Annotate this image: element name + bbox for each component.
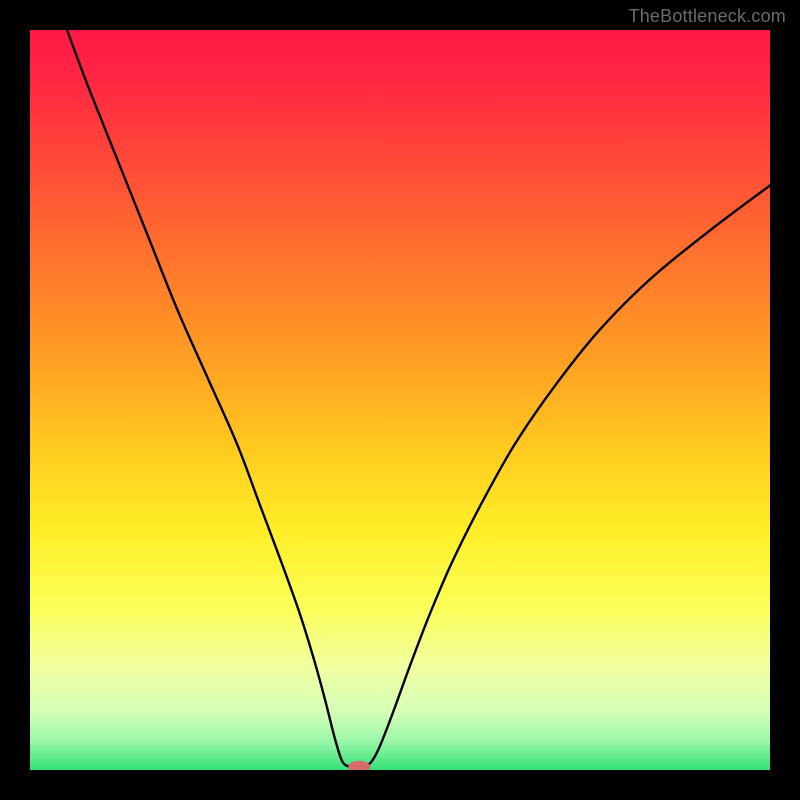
plot-background	[30, 30, 770, 770]
watermark-text: TheBottleneck.com	[629, 6, 786, 27]
bottleneck-chart	[0, 0, 800, 800]
chart-container: TheBottleneck.com	[0, 0, 800, 800]
